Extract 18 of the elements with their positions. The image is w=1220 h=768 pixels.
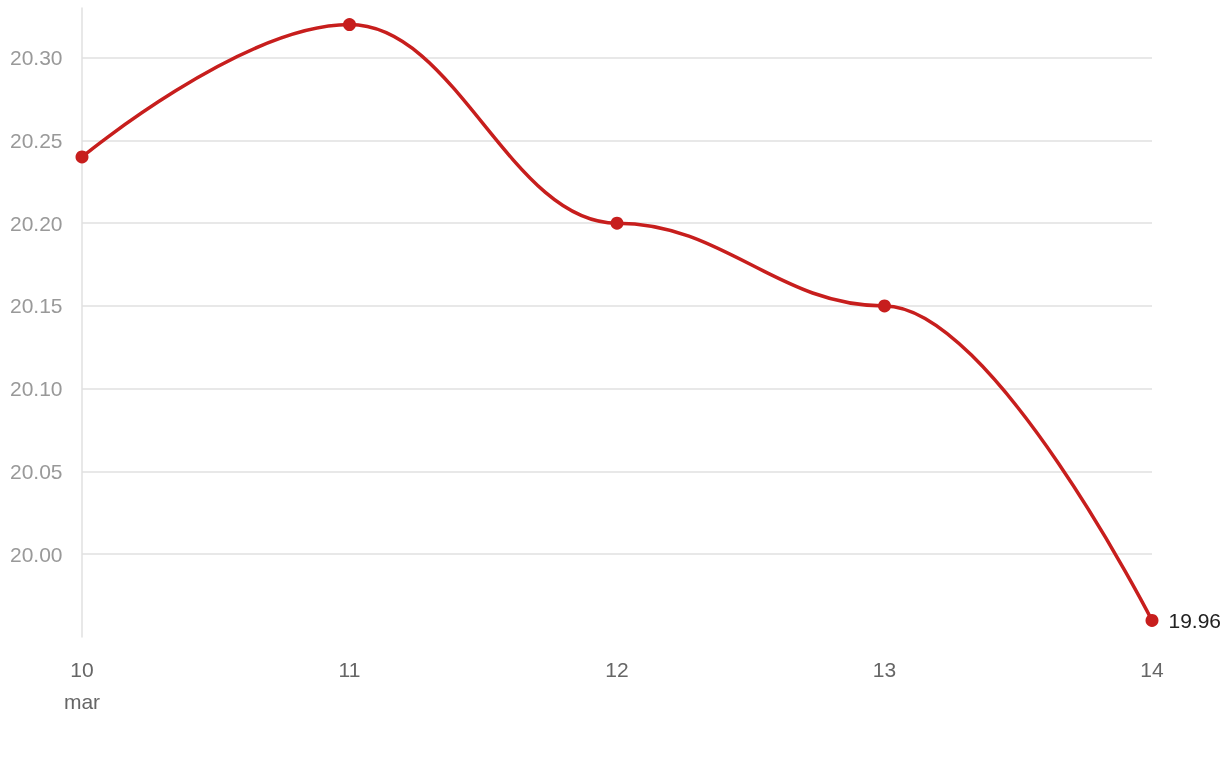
point (343, 18, 356, 32)
y-tick-label: 20.05 (10, 459, 63, 483)
point (1145, 613, 1159, 627)
data-label: 19.96 (1168, 608, 1220, 632)
x-tick-label: 11 (338, 657, 361, 681)
y-tick-label: 20.10 (10, 377, 63, 401)
x-tick-label: 13 (872, 657, 897, 681)
x-tick-label: 14 (1140, 657, 1164, 681)
y-tick-label: 20.00 (10, 542, 63, 566)
y-tick-label: 20.30 (10, 46, 63, 70)
y-tick-label: 20.20 (10, 211, 63, 235)
point (75, 150, 89, 164)
y-tick-label: 20.15 (10, 294, 63, 318)
x-tick-label: 10 mar (63, 657, 101, 713)
point (610, 216, 624, 230)
x-tick-label: 12 (605, 657, 629, 681)
y-tick-label: 20.25 (10, 128, 63, 152)
point (878, 299, 891, 313)
